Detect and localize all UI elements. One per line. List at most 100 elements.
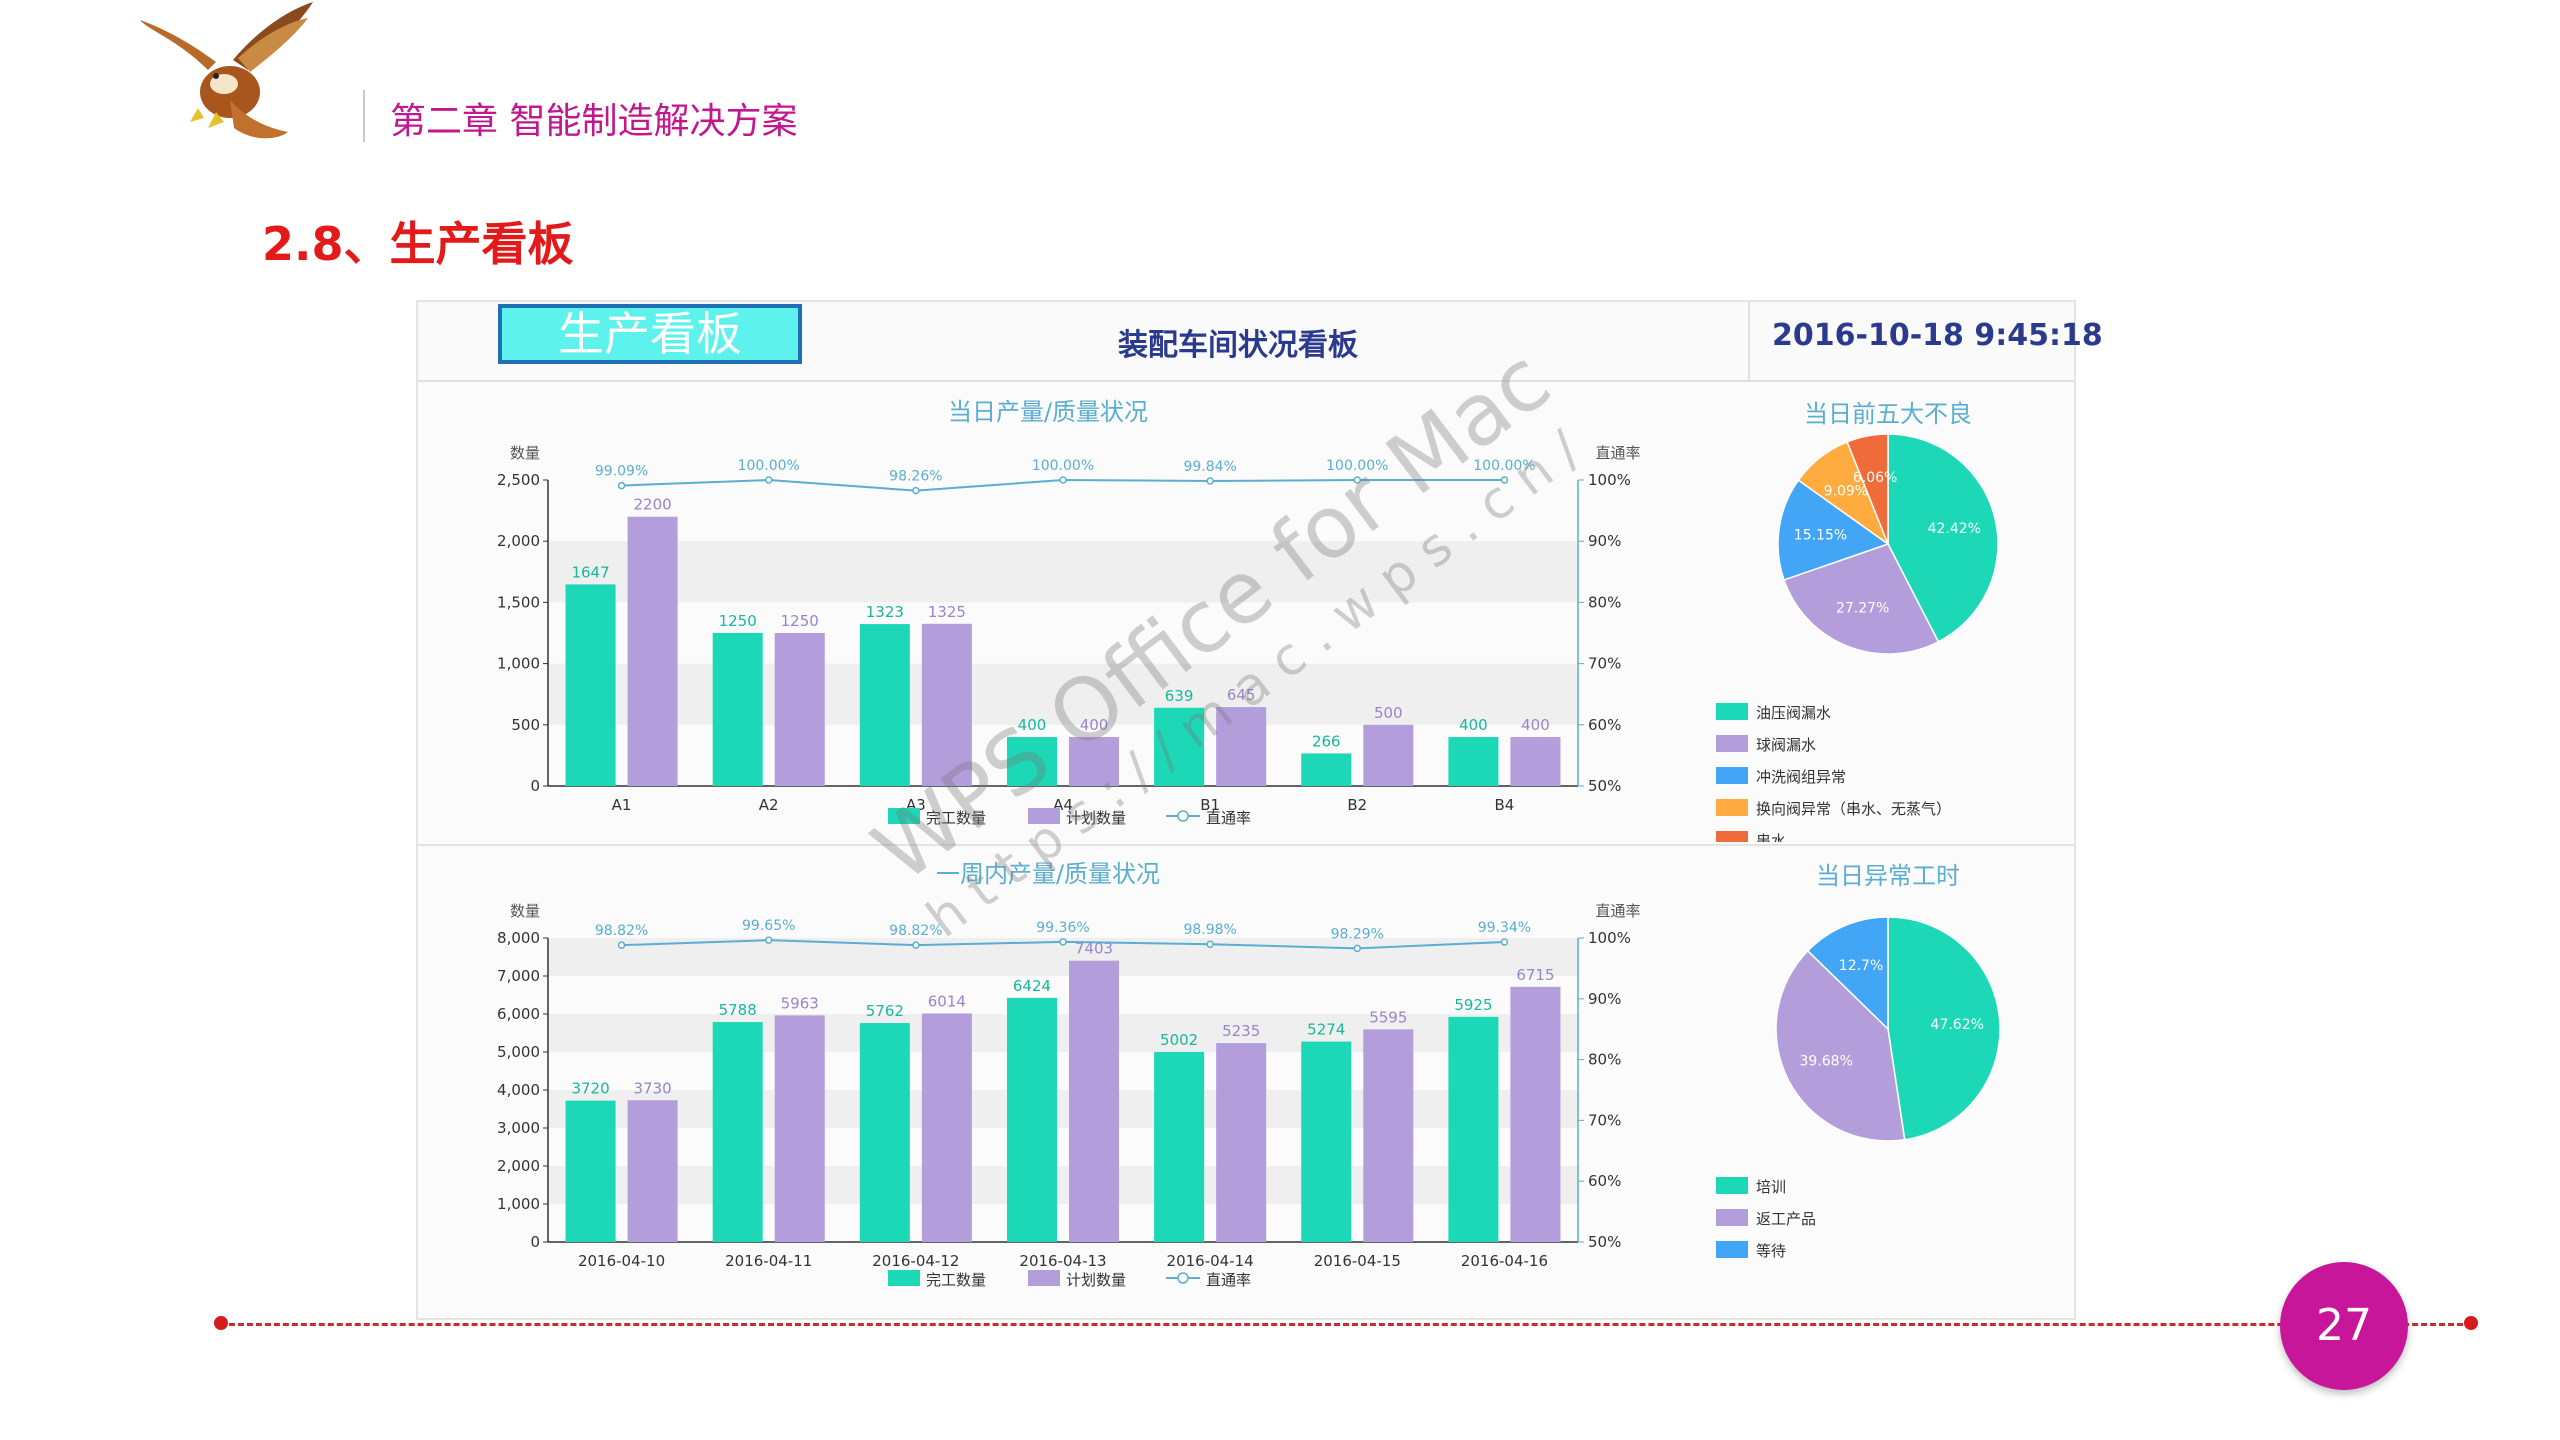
rate-label: 98.82% xyxy=(889,923,942,939)
legend-swatch-rate-marker xyxy=(1177,1272,1189,1284)
pie-legend-label: 球阀漏水 xyxy=(1756,736,1816,754)
x-tick-label: 2016-04-12 xyxy=(872,1252,959,1270)
data-label-completed: 5788 xyxy=(719,1001,757,1019)
pie-slice-label: 42.42% xyxy=(1928,521,1981,537)
y-tick-label: 5,000 xyxy=(497,1043,540,1061)
x-tick-label: 2016-04-13 xyxy=(1019,1252,1106,1270)
y2-axis-label: 直通率 xyxy=(1595,902,1640,920)
x-tick-label: 2016-04-15 xyxy=(1314,1252,1401,1270)
bar-planned xyxy=(627,1100,678,1242)
data-label-planned: 1325 xyxy=(928,603,966,621)
x-tick-label: A1 xyxy=(612,796,632,814)
bar-completed xyxy=(712,633,763,786)
y-tick-label: 1,000 xyxy=(497,655,540,673)
pie-slice xyxy=(1806,916,1889,1031)
bar-completed xyxy=(565,1100,616,1242)
footer-dashed-line xyxy=(220,1323,2472,1326)
bar-completed xyxy=(1006,737,1057,786)
rate-label: 100.00% xyxy=(738,458,800,474)
bar-completed xyxy=(1301,753,1352,786)
y2-tick-label: 70% xyxy=(1588,655,1621,673)
rate-point xyxy=(1353,944,1362,953)
pie-legend-label: 培训 xyxy=(1756,1178,1786,1196)
data-label-completed: 400 xyxy=(1459,716,1488,734)
pie-slice-label: 6.06% xyxy=(1853,470,1897,486)
pie-slice xyxy=(1783,543,1940,655)
rate-label: 98.98% xyxy=(1183,922,1236,938)
y2-tick-label: 70% xyxy=(1588,1111,1621,1129)
pie-legend-label: 等待 xyxy=(1756,1242,1786,1260)
chart-title: 一周内产量/质量状况 xyxy=(936,860,1160,888)
bar-planned xyxy=(774,633,825,786)
pie-legend-swatch xyxy=(1716,1241,1748,1258)
data-label-completed: 5002 xyxy=(1160,1031,1198,1049)
pie-legend-label: 换向阀异常（串水、无蒸气） xyxy=(1756,800,1951,818)
chapter-title: 第二章 智能制造解决方案 xyxy=(390,101,798,142)
pie-slice-label: 47.62% xyxy=(1931,1017,1984,1033)
pie-legend-swatch xyxy=(1716,1177,1748,1194)
pie-slice xyxy=(1887,916,2001,1141)
rate-point xyxy=(764,936,773,944)
pie-slice xyxy=(1777,479,1890,581)
bar-completed xyxy=(1006,997,1057,1242)
y-tick-label: 0 xyxy=(530,1233,540,1251)
bar-planned xyxy=(1363,1029,1414,1242)
pie-legend-swatch xyxy=(1716,735,1748,752)
y2-tick-label: 90% xyxy=(1588,990,1621,1008)
pie-slice xyxy=(1775,949,1906,1142)
legend-swatch-completed xyxy=(888,1270,920,1286)
pie-legend-swatch xyxy=(1716,1209,1748,1226)
data-label-planned: 400 xyxy=(1521,716,1550,734)
y-tick-label: 4,000 xyxy=(497,1081,540,1099)
bar-completed xyxy=(1154,707,1205,786)
rate-label: 100.00% xyxy=(1473,458,1535,474)
pie-title: 当日异常工时 xyxy=(1816,862,1960,890)
footer-dot-left xyxy=(214,1316,228,1330)
bar-planned xyxy=(627,516,678,786)
y-tick-label: 1,000 xyxy=(497,1195,540,1213)
data-label-planned: 1250 xyxy=(781,612,819,630)
pie-slice-label: 12.7% xyxy=(1839,958,1883,974)
pie-slice-label: 15.15% xyxy=(1794,527,1847,543)
rate-point xyxy=(617,941,626,949)
y2-tick-label: 90% xyxy=(1588,532,1621,550)
pie-legend-swatch xyxy=(1716,799,1748,816)
pie-title: 当日前五大不良 xyxy=(1804,400,1972,428)
eagle-icon xyxy=(140,2,313,139)
y2-tick-label: 60% xyxy=(1588,716,1621,734)
data-label-completed: 639 xyxy=(1165,687,1194,705)
data-label-planned: 5235 xyxy=(1222,1022,1260,1040)
y-tick-label: 6,000 xyxy=(497,1005,540,1023)
y2-tick-label: 80% xyxy=(1588,1051,1621,1069)
rate-label: 100.00% xyxy=(1326,458,1388,474)
rate-point xyxy=(764,476,773,484)
board-tag: 生产看板 xyxy=(498,304,802,364)
bar-completed xyxy=(565,584,616,786)
pie-slice-label: 9.09% xyxy=(1824,483,1868,499)
x-tick-label: 2016-04-14 xyxy=(1167,1252,1254,1270)
x-tick-label: 2016-04-10 xyxy=(578,1252,665,1270)
bar-completed xyxy=(859,1023,910,1242)
y-tick-label: 8,000 xyxy=(497,929,540,947)
data-label-completed: 1323 xyxy=(866,603,904,621)
grid-band xyxy=(548,541,1578,603)
legend-label-completed: 完工数量 xyxy=(926,809,986,827)
bar-planned xyxy=(1510,986,1561,1242)
y-tick-label: 500 xyxy=(511,716,540,734)
bar-planned xyxy=(1216,1043,1267,1242)
bar-completed xyxy=(859,624,910,786)
y2-axis-label: 直通率 xyxy=(1595,444,1640,462)
rate-label: 100.00% xyxy=(1032,458,1094,474)
data-label-completed: 5925 xyxy=(1454,996,1492,1014)
board-title: 装配车间状况看板 xyxy=(1118,328,1358,363)
bar-completed xyxy=(1448,737,1499,786)
grid-band xyxy=(548,1166,1578,1204)
bar-planned xyxy=(1510,737,1561,786)
data-label-completed: 5274 xyxy=(1307,1021,1345,1039)
pie-legend-label: 冲洗阀组异常 xyxy=(1756,768,1846,786)
y-tick-label: 0 xyxy=(530,777,540,795)
y-axis-label: 数量 xyxy=(510,902,540,920)
rate-point xyxy=(1206,477,1214,485)
rate-point xyxy=(1353,476,1362,484)
bar-completed xyxy=(712,1022,763,1242)
